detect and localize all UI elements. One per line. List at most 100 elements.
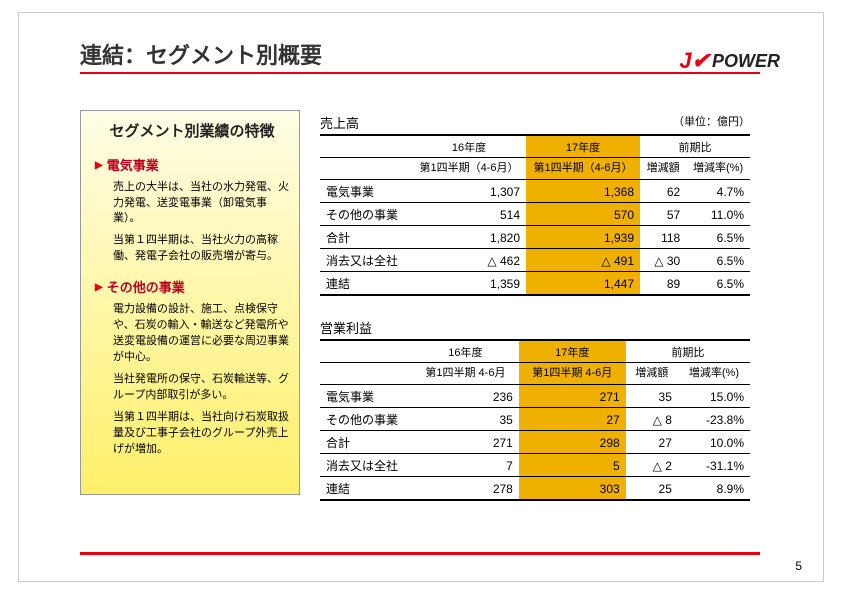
- cell: 4.7%: [686, 180, 750, 203]
- cell: 514: [412, 203, 526, 226]
- cell: 271: [519, 385, 626, 408]
- segment-2-name: その他の事業: [107, 279, 185, 298]
- cell: 1,939: [526, 226, 640, 249]
- unit-label: （単位：億円）: [673, 113, 750, 132]
- cell: 15.0%: [678, 385, 750, 408]
- cell: 303: [519, 477, 626, 501]
- cell: 11.0%: [686, 203, 750, 226]
- table-row: 合計 271 298 27 10.0%: [320, 431, 750, 454]
- cell: 57: [640, 203, 686, 226]
- col-rate: 増減率(%): [686, 158, 750, 180]
- col-fy17: 17年度: [526, 135, 640, 158]
- cell: 6.5%: [686, 272, 750, 296]
- col-diff: 増減額: [640, 158, 686, 180]
- cell: 89: [640, 272, 686, 296]
- table-revenue: 16年度 17年度 前期比 第1四半期（4-6月） 第1四半期（4-6月） 増減…: [320, 134, 750, 296]
- row-label: 合計: [320, 431, 412, 454]
- cell: 8.9%: [678, 477, 750, 501]
- cell: △ 462: [412, 249, 526, 272]
- cell: 1,368: [526, 180, 640, 203]
- segment-1-body: 売上の大半は、当社の水力発電、火力発電、送変電事業（卸電気事業）。 当第１四半期…: [113, 180, 289, 266]
- col-fy17: 17年度: [519, 340, 626, 363]
- segment-1-head: ▶ 電気事業: [95, 157, 289, 176]
- table-row: 連結 1,359 1,447 89 6.5%: [320, 272, 750, 296]
- cell: 1,820: [412, 226, 526, 249]
- logo-text: POWER: [712, 51, 780, 72]
- cell: 236: [412, 385, 519, 408]
- col-rate: 増減率(%): [678, 363, 750, 385]
- table-2-caption-row: 営業利益: [320, 318, 750, 337]
- row-label: 連結: [320, 272, 412, 296]
- row-label: 合計: [320, 226, 412, 249]
- cell: 27: [519, 408, 626, 431]
- cell: 6.5%: [686, 226, 750, 249]
- row-label: 連結: [320, 477, 412, 501]
- cell: 278: [412, 477, 519, 501]
- table-row: 電気事業 236 271 35 15.0%: [320, 385, 750, 408]
- cell: 5: [519, 454, 626, 477]
- cell: △ 30: [640, 249, 686, 272]
- cell: 7: [412, 454, 519, 477]
- cell: 271: [412, 431, 519, 454]
- page-number: 5: [795, 559, 802, 573]
- triangle-icon: ▶: [95, 281, 103, 296]
- segment-1-name: 電気事業: [107, 157, 159, 176]
- table-row: 合計 1,820 1,939 118 6.5%: [320, 226, 750, 249]
- cell: △ 2: [626, 454, 678, 477]
- header: 連結：セグメント別概要 J✔ POWER: [80, 38, 780, 74]
- table-row: 消去又は全社 △ 462 △ 491 △ 30 6.5%: [320, 249, 750, 272]
- table-header-row-2: 第1四半期 4-6月 第1四半期 4-6月 増減額 増減率(%): [320, 363, 750, 385]
- sidebar-title: セグメント別業績の特徴: [95, 121, 289, 143]
- cell: 118: [640, 226, 686, 249]
- logo-mark: J✔: [679, 48, 710, 74]
- cell: 62: [640, 180, 686, 203]
- table-row: 連結 278 303 25 8.9%: [320, 477, 750, 501]
- segment-1-para-2: 当第１四半期は、当社火力の高稼働、発電子会社の販売増が寄与。: [113, 233, 289, 265]
- cell: 1,307: [412, 180, 526, 203]
- segment-2-head: ▶ その他の事業: [95, 279, 289, 298]
- segment-2-para-2: 当社発電所の保守、石炭輸送等、グループ内部取引が多い。: [113, 372, 289, 404]
- cell: 35: [412, 408, 519, 431]
- row-label: 消去又は全社: [320, 454, 412, 477]
- title-underline: [80, 72, 760, 74]
- table-header-row-1: 16年度 17年度 前期比: [320, 135, 750, 158]
- col-yoy: 前期比: [640, 135, 750, 158]
- table-header-row-1: 16年度 17年度 前期比: [320, 340, 750, 363]
- col-diff: 増減額: [626, 363, 678, 385]
- triangle-icon: ▶: [95, 159, 103, 174]
- segment-1-para-1: 売上の大半は、当社の水力発電、火力発電、送変電事業（卸電気事業）。: [113, 180, 289, 228]
- row-label: その他の事業: [320, 408, 412, 431]
- cell: 1,359: [412, 272, 526, 296]
- table-row: その他の事業 35 27 △ 8 -23.8%: [320, 408, 750, 431]
- cell: 6.5%: [686, 249, 750, 272]
- col-fy16: 16年度: [412, 340, 519, 363]
- sidebar: セグメント別業績の特徴 ▶ 電気事業 売上の大半は、当社の水力発電、火力発電、送…: [80, 110, 300, 495]
- col-q1-fy16: 第1四半期（4-6月）: [412, 158, 526, 180]
- row-label: 消去又は全社: [320, 249, 412, 272]
- row-label: 電気事業: [320, 385, 412, 408]
- table-profit: 16年度 17年度 前期比 第1四半期 4-6月 第1四半期 4-6月 増減額 …: [320, 339, 750, 501]
- col-q1-fy17: 第1四半期（4-6月）: [526, 158, 640, 180]
- cell: 35: [626, 385, 678, 408]
- table-row: 消去又は全社 7 5 △ 2 -31.1%: [320, 454, 750, 477]
- cell: △ 491: [526, 249, 640, 272]
- segment-2-para-1: 電力設備の設計、施工、点検保守や、石炭の輸入・輸送など発電所や送変電設備の運営に…: [113, 302, 289, 366]
- row-label: その他の事業: [320, 203, 412, 226]
- logo: J✔ POWER: [679, 48, 780, 74]
- cell: 10.0%: [678, 431, 750, 454]
- cell: -23.8%: [678, 408, 750, 431]
- tables-region: 売上高 （単位：億円） 16年度 17年度 前期比 第1四半期（4-6月） 第1…: [320, 113, 750, 501]
- cell: 25: [626, 477, 678, 501]
- cell: 298: [519, 431, 626, 454]
- segment-2-body: 電力設備の設計、施工、点検保守や、石炭の輸入・輸送など発電所や送変電設備の運営に…: [113, 302, 289, 457]
- col-yoy: 前期比: [626, 340, 750, 363]
- table-row: その他の事業 514 570 57 11.0%: [320, 203, 750, 226]
- col-q1-fy17: 第1四半期 4-6月: [519, 363, 626, 385]
- cell: △ 8: [626, 408, 678, 431]
- table-2-caption: 営業利益: [320, 318, 372, 337]
- cell: 570: [526, 203, 640, 226]
- segment-2-para-3: 当第１四半期は、当社向け石炭取扱量及び工事子会社のグループ外売上げが増加。: [113, 410, 289, 458]
- table-1-caption-row: 売上高 （単位：億円）: [320, 113, 750, 132]
- cell: 27: [626, 431, 678, 454]
- page-title: 連結：セグメント別概要: [80, 38, 322, 74]
